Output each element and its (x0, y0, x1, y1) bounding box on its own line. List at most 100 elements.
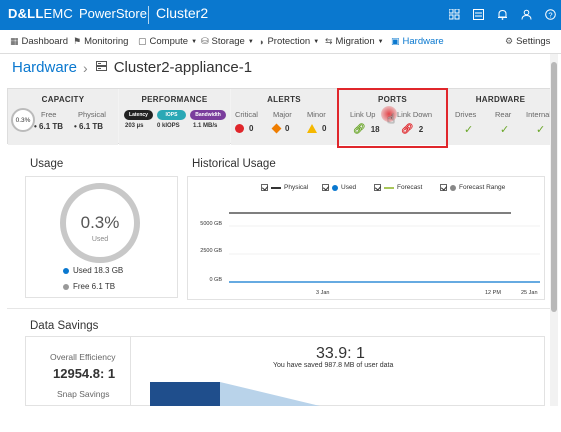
nav-protection-label: Protection (267, 36, 311, 47)
grid-icon[interactable] (447, 7, 461, 21)
used-legend: Used 18.3 GB (63, 266, 123, 275)
y-tick: 0 GB (209, 277, 222, 283)
dellemc-logo[interactable]: D&LLEMC (8, 6, 73, 21)
x-tick: 25 Jan (521, 290, 538, 296)
user-icon[interactable] (519, 7, 533, 21)
critical-count: 0 (235, 124, 253, 133)
settings-link[interactable]: ⚙ Settings (505, 36, 550, 47)
nav-monitoring[interactable]: ⚑ Monitoring (73, 36, 128, 47)
bandwidth-pill: Bandwidth (190, 110, 226, 120)
ports-highlight-box (337, 88, 448, 148)
link-up-label: Link Up (350, 110, 376, 119)
physical-value-text: 6.1 TB (79, 122, 104, 131)
bandwidth-value: 1.1 MB/s (193, 123, 218, 129)
historical-title: Historical Usage (192, 158, 276, 170)
legend-physical[interactable]: Physical (261, 184, 308, 191)
hardware-tile[interactable]: HARDWARE Drives Rear Internal ✓ ✓ ✓ (448, 89, 553, 145)
top-bar: D&LLEMC PowerStore Cluster2 ? (0, 0, 561, 30)
nav-protection[interactable]: ◗ Protection ▼ (259, 36, 319, 47)
rear-label: Rear (495, 110, 512, 119)
line-swatch (384, 186, 394, 189)
iops-value: 0 kIOPS (157, 123, 180, 129)
data-savings-title: Data Savings (30, 320, 99, 332)
performance-tile[interactable]: PERFORMANCE Latency IOPS Bandwidth 203 µ… (119, 89, 230, 145)
alerts-tile[interactable]: ALERTS Critical Major Minor 0 0 0 (231, 89, 337, 145)
link-down-value: 2 (418, 125, 424, 134)
snap-savings-label: Snap Savings (57, 389, 110, 399)
usage-ring-label: Used (91, 236, 109, 243)
capacity-tile[interactable]: CAPACITY 0.3% Free • 6.1 TB Physical • 6… (8, 89, 118, 145)
alerts-title: ALERTS (267, 95, 301, 104)
checkbox-icon (261, 184, 268, 191)
overall-efficiency-value: 12954.8: 1 (53, 366, 116, 381)
latency-pill: Latency (124, 110, 153, 120)
legend-used-label: Used (341, 184, 357, 191)
shield-icon: ◗ (259, 36, 265, 47)
internal-label: Internal (526, 110, 552, 119)
used-legend-text: Used 18.3 GB (73, 266, 124, 275)
rear-ok-icon: ✓ (500, 124, 510, 136)
legend-forecast-label: Forecast (397, 184, 423, 191)
link-up-value: 18 (370, 125, 380, 134)
appliance-icon (95, 61, 107, 74)
savings-text: You have saved 987.8 MB of user data (273, 362, 394, 369)
click-indicator (381, 106, 397, 122)
free-legend: Free 6.1 TB (63, 282, 115, 291)
nav-dashboard[interactable]: ▦ Dashboard (10, 36, 68, 47)
checkbox-icon (322, 184, 329, 191)
nav-compute-label: Compute (149, 36, 189, 47)
nav-hardware[interactable]: ▣ Hardware (391, 36, 444, 47)
legend-forecast-range[interactable]: Forecast Range (440, 184, 505, 191)
legend-used[interactable]: Used (322, 184, 356, 191)
savings-bar-chart (150, 382, 320, 406)
nav-migration[interactable]: ⇆ Migration ▼ (325, 36, 384, 47)
bell-icon[interactable] (495, 7, 509, 21)
minor-count: 0 (307, 124, 326, 133)
nav-hardware-label: Hardware (402, 36, 444, 47)
link-down-count: 🔗︎ 2 (401, 124, 423, 135)
gear-icon: ⚙ (505, 36, 514, 46)
savings-bar (150, 382, 220, 406)
storage-icon: ⛁ (201, 36, 209, 46)
nav-storage[interactable]: ⛁ Storage ▼ (201, 36, 254, 47)
legend-physical-label: Physical (284, 184, 309, 191)
help-icon[interactable]: ? (543, 7, 557, 21)
hardware-icon: ▣ (391, 36, 400, 46)
critical-icon (235, 124, 244, 133)
product-name: PowerStore (79, 6, 147, 21)
minor-value: 0 (322, 124, 327, 133)
historical-panel (187, 176, 545, 300)
latency-value: 203 µs (125, 123, 144, 129)
scrollbar-thumb[interactable] (551, 62, 557, 312)
main-nav: ▦ Dashboard ⚑ Monitoring ▢ Compute ▼ ⛁ S… (0, 30, 561, 54)
flag-icon: ⚑ (73, 36, 82, 46)
free-legend-text: Free 6.1 TB (73, 282, 116, 291)
physical-label: Physical (78, 110, 106, 119)
free-label: Free (41, 110, 57, 119)
drives-label: Drives (455, 110, 477, 119)
critical-value: 0 (249, 124, 254, 133)
ports-tile[interactable]: PORTS Link Up Link Down 🔗︎ 18 🔗︎ 2 ☝ (339, 89, 446, 145)
dot-swatch (450, 184, 456, 191)
major-label: Major (273, 110, 292, 119)
nav-compute[interactable]: ▢ Compute ▼ (138, 36, 197, 47)
savings-ratio: 33.9: 1 (316, 345, 365, 362)
settings-label: Settings (516, 36, 551, 47)
usage-panel (25, 176, 178, 298)
free-value: • 6.1 TB (34, 122, 64, 131)
chevron-right-icon: › (83, 59, 88, 76)
used-dot-icon (63, 267, 69, 274)
list-icon[interactable] (471, 7, 485, 21)
dashboard-icon: ▦ (10, 36, 19, 46)
checkbox-icon (440, 184, 447, 191)
x-tick: 3 Jan (316, 290, 330, 296)
usage-ring (60, 183, 140, 263)
breadcrumb-hardware-link[interactable]: Hardware (12, 59, 78, 76)
link-down-label: Link Down (397, 110, 433, 119)
dot-swatch (332, 184, 338, 191)
chevron-down-icon: ▼ (313, 38, 320, 45)
nav-monitoring-label: Monitoring (84, 36, 129, 47)
legend-forecast[interactable]: Forecast (374, 184, 422, 191)
page-title: Cluster2-appliance-1 (113, 59, 253, 76)
chevron-down-icon: ▼ (247, 38, 254, 45)
